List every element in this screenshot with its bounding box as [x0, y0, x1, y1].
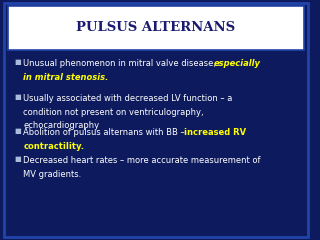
Text: Decreased heart rates – more accurate measurement of: Decreased heart rates – more accurate me…	[23, 156, 261, 165]
FancyBboxPatch shape	[8, 6, 304, 50]
Text: especially: especially	[214, 59, 261, 68]
Text: Unusual phenomenon in mitral valve disease,: Unusual phenomenon in mitral valve disea…	[23, 59, 219, 68]
Text: PULSUS ALTERNANS: PULSUS ALTERNANS	[76, 21, 236, 34]
Text: Abolition of pulsus alternans with BB –: Abolition of pulsus alternans with BB –	[23, 128, 188, 137]
Text: contractility.: contractility.	[23, 142, 84, 151]
Text: ■: ■	[14, 156, 21, 162]
Text: ■: ■	[14, 94, 21, 100]
Text: ■: ■	[14, 59, 21, 65]
Text: echocardiography: echocardiography	[23, 121, 100, 131]
Text: increased RV: increased RV	[184, 128, 246, 137]
Text: ■: ■	[14, 128, 21, 134]
Text: MV gradients.: MV gradients.	[23, 170, 82, 179]
Text: condition not present on ventriculography,: condition not present on ventriculograph…	[23, 108, 204, 117]
Text: in mitral stenosis.: in mitral stenosis.	[23, 73, 109, 82]
Text: Usually associated with decreased LV function – a: Usually associated with decreased LV fun…	[23, 94, 233, 103]
FancyBboxPatch shape	[4, 3, 308, 237]
